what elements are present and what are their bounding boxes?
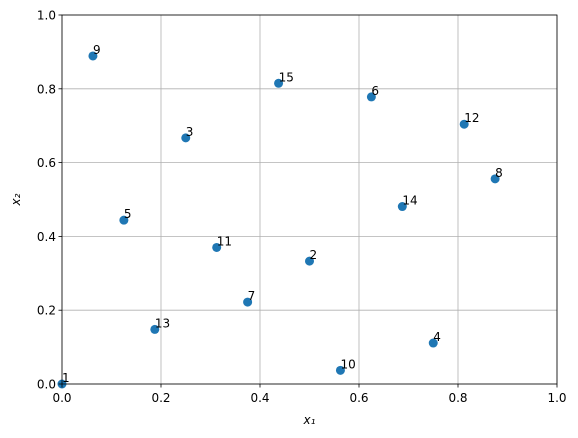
point	[428, 338, 438, 348]
y-tick-label: 0.4	[37, 230, 56, 244]
plot-frame	[61, 14, 558, 385]
y-tick-label: 0.8	[37, 82, 56, 96]
y-tick-label: 0.6	[37, 156, 56, 170]
point	[397, 202, 407, 212]
point-label: 8	[495, 166, 503, 180]
point-label: 13	[155, 316, 170, 330]
point	[212, 242, 222, 252]
point	[335, 365, 345, 375]
x-tick-label: 0.0	[52, 391, 71, 405]
point-label: 2	[310, 248, 318, 262]
point-label: 12	[464, 111, 479, 125]
point	[181, 133, 191, 143]
point	[459, 119, 469, 129]
y-axis-label: x₂	[9, 193, 23, 206]
point	[119, 215, 129, 225]
point-label: 5	[124, 207, 132, 221]
x-tick-label: 0.2	[151, 391, 170, 405]
point	[150, 324, 160, 334]
y-tick-label: 0.2	[37, 304, 56, 318]
x-axis-label: x₁	[303, 413, 316, 427]
point-label: 10	[340, 357, 355, 371]
y-tick-label: 0.0	[37, 378, 56, 392]
point	[366, 92, 376, 102]
point	[305, 256, 314, 266]
point-label: 4	[433, 330, 441, 344]
x-tick-label: 0.6	[349, 391, 368, 405]
point	[88, 51, 98, 61]
point-label: 3	[186, 125, 194, 139]
point	[274, 78, 284, 88]
point-label: 6	[371, 84, 379, 98]
point-label: 11	[217, 234, 232, 248]
y-tick-label: 1.0	[37, 9, 56, 23]
point-label: 7	[248, 289, 256, 303]
x-tick-label: 1.0	[547, 391, 566, 405]
point-label: 15	[279, 70, 294, 84]
point-label: 14	[402, 194, 417, 208]
point-label: 9	[93, 43, 101, 57]
point	[243, 297, 253, 307]
x-tick-label: 0.4	[250, 391, 269, 405]
point-label: 1	[62, 371, 70, 385]
x-tick-label: 0.8	[448, 391, 467, 405]
point	[490, 174, 500, 184]
plot-area	[62, 15, 557, 384]
